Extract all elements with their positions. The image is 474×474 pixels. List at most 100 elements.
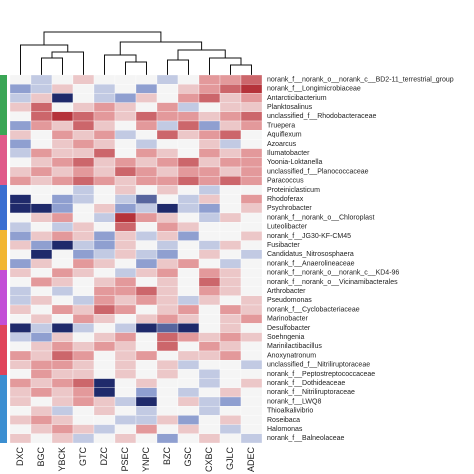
- cell: [198, 277, 221, 287]
- cell: [30, 424, 53, 434]
- cell: [72, 341, 95, 352]
- cell: [72, 120, 95, 131]
- cell: [240, 387, 263, 398]
- cell: [219, 295, 242, 306]
- cell: [156, 406, 179, 416]
- cell: [30, 93, 53, 103]
- cell: [9, 148, 32, 158]
- cell: [219, 424, 242, 434]
- cell: [93, 231, 116, 241]
- cell: [72, 258, 95, 269]
- cell: [177, 130, 200, 140]
- cell: [198, 378, 221, 388]
- cell: [135, 406, 158, 416]
- cell: [156, 295, 179, 306]
- cell: [93, 102, 116, 112]
- cell: [9, 433, 32, 444]
- cell: [9, 176, 32, 186]
- cell: [93, 332, 116, 342]
- cell: [30, 185, 53, 195]
- cell: [240, 222, 263, 232]
- cell: [93, 314, 116, 324]
- cell: [219, 360, 242, 370]
- row-label: Marinobacter: [267, 316, 309, 323]
- cell: [240, 323, 263, 333]
- cell: [198, 120, 221, 131]
- cell: [219, 433, 242, 444]
- cell: [198, 424, 221, 434]
- cell: [72, 360, 95, 370]
- cell: [177, 203, 200, 214]
- cell: [72, 378, 95, 388]
- cell: [51, 295, 74, 306]
- column-label: DZC: [99, 447, 109, 466]
- cell: [9, 157, 32, 168]
- cell: [72, 249, 95, 260]
- cell: [51, 286, 74, 296]
- row-label: Anoxynatronum: [267, 352, 316, 359]
- cell: [177, 369, 200, 379]
- row-label: Psychrobacter: [267, 205, 312, 212]
- cell: [198, 258, 221, 269]
- cell: [219, 406, 242, 416]
- cell: [156, 415, 179, 425]
- cell: [93, 304, 116, 315]
- cell: [240, 369, 263, 379]
- cell: [51, 304, 74, 315]
- cell: [135, 332, 158, 342]
- cell: [51, 350, 74, 361]
- cell: [30, 378, 53, 388]
- cell: [30, 295, 53, 306]
- cell: [72, 369, 95, 379]
- cell: [198, 111, 221, 122]
- cell: [156, 378, 179, 388]
- cell: [114, 323, 137, 333]
- cell: [135, 203, 158, 214]
- cell: [177, 415, 200, 425]
- column-label: CXBC: [204, 447, 214, 473]
- cell: [72, 323, 95, 333]
- cell: [93, 74, 116, 85]
- cell: [240, 341, 263, 352]
- cell: [177, 387, 200, 398]
- cell: [198, 139, 221, 149]
- cell: [9, 332, 32, 342]
- row-label: unclassified_f__Nitriliruptoraceae: [267, 362, 370, 369]
- cell: [30, 176, 53, 186]
- row-label: norank_f__Anaerolineaceae: [267, 260, 355, 267]
- cell: [30, 212, 53, 223]
- cell: [114, 406, 137, 416]
- cell: [30, 111, 53, 122]
- cell: [177, 360, 200, 370]
- cell: [114, 433, 137, 444]
- cell: [93, 396, 116, 407]
- cell: [198, 194, 221, 204]
- cell: [156, 286, 179, 296]
- cell: [198, 84, 221, 94]
- cell: [51, 415, 74, 425]
- row-label: Yoonia-Loktanella: [267, 159, 323, 166]
- cell: [240, 314, 263, 324]
- cell: [240, 332, 263, 342]
- cell: [198, 102, 221, 112]
- cell: [177, 304, 200, 315]
- cell: [219, 222, 242, 232]
- column-label: DXC: [15, 447, 25, 467]
- cell: [30, 231, 53, 241]
- cell: [240, 406, 263, 416]
- cell: [219, 203, 242, 214]
- cell: [30, 433, 53, 444]
- cell: [51, 93, 74, 103]
- cell: [30, 148, 53, 158]
- cell: [177, 139, 200, 149]
- cell: [177, 268, 200, 278]
- cell: [51, 396, 74, 407]
- cell: [198, 350, 221, 361]
- cell: [219, 369, 242, 379]
- cell: [156, 74, 179, 85]
- cell: [30, 341, 53, 352]
- cell: [219, 157, 242, 168]
- cell: [135, 212, 158, 223]
- group-strip: [0, 75, 7, 443]
